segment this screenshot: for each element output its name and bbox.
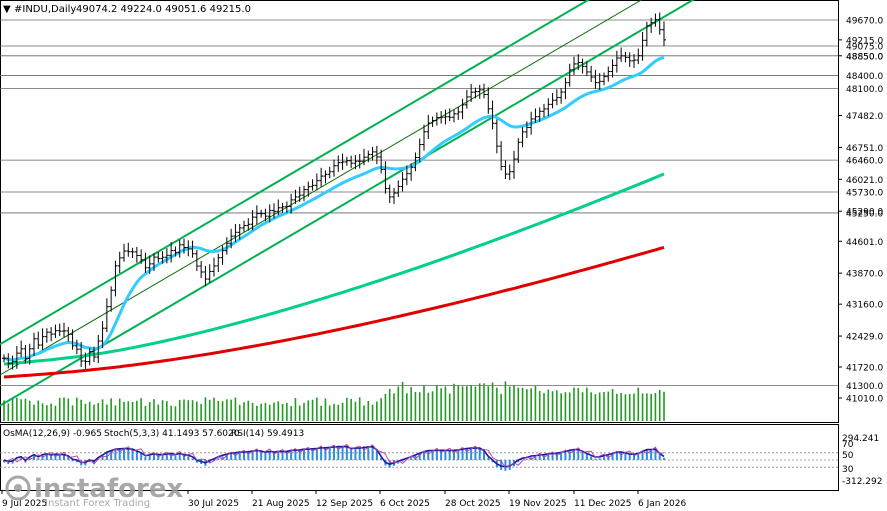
- indicator-pane-border: [0, 424, 839, 491]
- price-tick-label: 47482.0: [846, 112, 883, 122]
- osc-axis-label: 70: [842, 440, 854, 450]
- price-level-label: 49075.0: [846, 42, 883, 52]
- price-tick-label: 41010.0: [846, 395, 883, 405]
- stoch-label: Stoch(5,3,3) 41.1493 57.6020: [104, 429, 240, 439]
- price-tick-label: 42429.0: [846, 333, 883, 343]
- osc-axis-label: 50: [842, 451, 854, 461]
- price-level-label: 48100.0: [846, 85, 883, 95]
- time-tick-label: 21 Aug 2025: [252, 499, 310, 509]
- price-level-box: [839, 40, 887, 51]
- price-tick-label: 45290.0: [846, 208, 883, 218]
- watermark-tagline: Instant Forex Trading: [45, 498, 150, 509]
- moving-average-lines: [3, 56, 665, 379]
- stoch-line: [3, 443, 665, 469]
- time-tick-label: 30 Jul 2025: [188, 499, 239, 509]
- price-tick-label: 41720.0: [846, 364, 883, 374]
- ohlc-values: 49074.2 49224.0 49051.6 49215.0: [76, 4, 251, 15]
- symbol-label: #INDU,Daily: [14, 4, 76, 15]
- price-level-box: [839, 70, 887, 81]
- price-level-box: [839, 83, 887, 94]
- price-tick-label: 48850.0: [846, 52, 883, 62]
- logo-ring-icon: [5, 475, 31, 501]
- time-tick-label: 9 Jul 2025: [2, 499, 47, 509]
- price-tick-label: 44601.0: [846, 238, 883, 248]
- price-bars: [2, 12, 666, 370]
- channel-line: [0, 0, 591, 346]
- price-level-label: 49670.0: [846, 17, 883, 27]
- moving-average-line: [3, 245, 665, 379]
- osc-axis-label: -312.292: [842, 477, 882, 487]
- price-level-label: 46460.0: [846, 157, 883, 167]
- price-level-label: 48400.0: [846, 72, 883, 82]
- price-level-box: [839, 50, 887, 61]
- price-level-box: [839, 155, 887, 166]
- price-tick-label: 43160.0: [846, 301, 883, 311]
- price-tick-label: 46751.0: [846, 144, 883, 154]
- instaforex-logo: instaforex Instant Forex Trading: [5, 474, 184, 509]
- time-tick-label: 6 Oct 2025: [380, 499, 430, 509]
- price-tick-label: 49215.0: [846, 36, 883, 46]
- price-level-label: 41300.0: [846, 382, 883, 392]
- price-level-box: [839, 186, 887, 197]
- osc-axis-label: 294.241: [842, 434, 879, 444]
- collapse-arrow-icon[interactable]: ▼: [3, 4, 11, 15]
- watermark-brand: instaforex: [34, 474, 184, 504]
- time-axis: 9 Jul 2025 30 Jul 2025 21 Aug 2025 12 Sep 2…: [1, 490, 686, 509]
- price-level-box: [839, 15, 887, 25]
- osc-axis-label: 30: [842, 465, 854, 475]
- price-level-label: 48850.0: [846, 52, 883, 62]
- time-tick-label: 28 Oct 2025: [445, 499, 501, 509]
- osma-label: OsMA(12,26,9) -0.965: [3, 429, 102, 439]
- price-level-label: 45730.0: [846, 188, 883, 198]
- time-tick-label: 6 Jan 2026: [638, 499, 686, 509]
- price-tick-label: 43870.0: [846, 270, 883, 280]
- rsi-label: RSI(14) 59.4913: [231, 429, 304, 439]
- moving-average-line: [3, 172, 665, 366]
- time-tick-label: 11 Dec 2025: [574, 499, 632, 509]
- time-tick-label: 19 Nov 2025: [509, 499, 567, 509]
- time-tick-label: 12 Sep 2025: [316, 499, 373, 509]
- price-level-box: [839, 380, 887, 391]
- price-level-label: 45250.0: [846, 209, 883, 219]
- volume-histogram: [3, 381, 665, 421]
- price-tick-label: 46021.0: [846, 176, 883, 186]
- moving-average-line: [3, 56, 665, 362]
- logo-dot-icon: [14, 484, 22, 492]
- price-level-box: [839, 207, 887, 218]
